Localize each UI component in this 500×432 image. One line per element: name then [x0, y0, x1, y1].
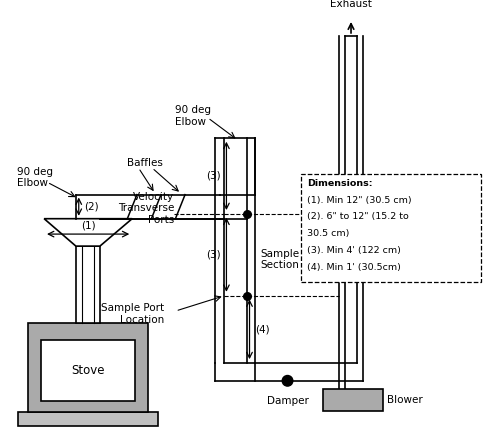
Polygon shape	[44, 219, 132, 246]
Text: 90 deg
Elbow: 90 deg Elbow	[176, 105, 212, 127]
Text: (2): (2)	[84, 202, 99, 212]
Text: Sample
Section: Sample Section	[260, 248, 300, 270]
Text: Blower: Blower	[387, 395, 423, 405]
Text: (3): (3)	[206, 250, 220, 260]
Text: (1): (1)	[81, 220, 96, 230]
Text: (2). 6" to 12" (15.2 to: (2). 6" to 12" (15.2 to	[307, 213, 408, 222]
Polygon shape	[18, 412, 158, 426]
Polygon shape	[41, 340, 134, 401]
Polygon shape	[28, 323, 148, 412]
Polygon shape	[300, 174, 481, 282]
Text: 30.5 cm): 30.5 cm)	[307, 229, 349, 238]
Text: Stove: Stove	[71, 364, 104, 377]
Text: Velocity
Transverse
Ports: Velocity Transverse Ports	[118, 191, 174, 225]
Text: Damper: Damper	[266, 396, 308, 406]
Text: Baffles: Baffles	[127, 158, 163, 168]
Text: (1). Min 12" (30.5 cm): (1). Min 12" (30.5 cm)	[307, 196, 412, 205]
Text: 90 deg
Elbow: 90 deg Elbow	[16, 166, 52, 188]
Circle shape	[282, 375, 293, 386]
Text: Exhaust: Exhaust	[330, 0, 372, 10]
Text: (4): (4)	[256, 324, 270, 334]
Text: Dimensions:: Dimensions:	[307, 179, 372, 188]
Polygon shape	[323, 389, 383, 411]
Text: (3): (3)	[206, 171, 220, 181]
Polygon shape	[76, 246, 100, 323]
Text: (4). Min 1' (30.5cm): (4). Min 1' (30.5cm)	[307, 263, 400, 272]
Text: (3). Min 4' (122 cm): (3). Min 4' (122 cm)	[307, 246, 400, 255]
Text: Sample Port
Location: Sample Port Location	[102, 303, 164, 325]
